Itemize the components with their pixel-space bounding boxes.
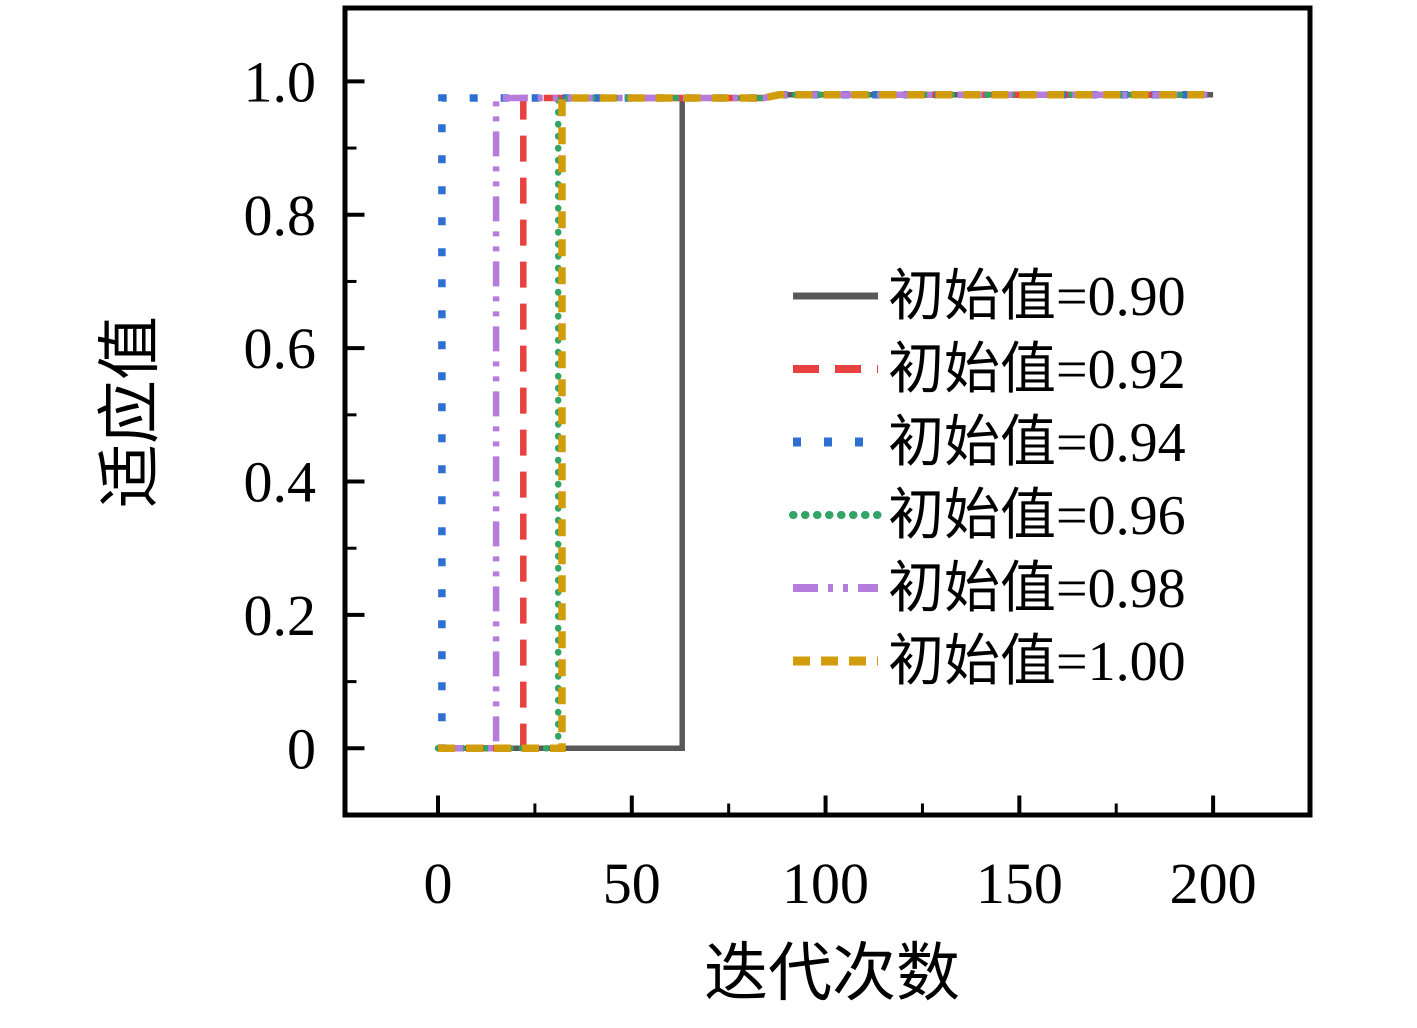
x-tick-label: 100: [782, 851, 869, 916]
x-tick-label: 0: [424, 851, 453, 916]
legend-item: 初始值=0.98: [793, 558, 1186, 620]
x-tick-label: 50: [603, 851, 661, 916]
y-tick-label: 1.0: [244, 49, 317, 114]
x-tick-label: 150: [976, 851, 1063, 916]
y-axis-label: 适应值: [95, 316, 166, 508]
legend-label-2: 初始值=0.94: [888, 412, 1186, 474]
legend-item: 初始值=0.94: [793, 412, 1186, 474]
y-tick-label: 0.8: [244, 183, 317, 248]
legend-label-4: 初始值=0.98: [888, 558, 1186, 620]
legend-item: 初始值=1.00: [793, 631, 1186, 693]
y-tick-label: 0: [287, 716, 316, 781]
legend-label-3: 初始值=0.96: [888, 485, 1186, 547]
y-tick-label: 0.6: [244, 316, 317, 381]
y-tick-label: 0.2: [244, 583, 317, 648]
legend-item: 初始值=0.92: [793, 339, 1186, 401]
legend: 初始值=0.90 初始值=0.92 初始值=0.94 初始值=0.96 初始值=0.98…: [789, 266, 1186, 693]
x-axis-label: 迭代次数: [704, 938, 960, 1009]
legend-label-5: 初始值=1.00: [888, 631, 1186, 693]
y-tick-label: 0.4: [244, 450, 317, 515]
legend-item: 初始值=0.96: [789, 485, 1186, 547]
plot-border: [342, 5, 1313, 818]
series-line-5: [438, 90, 1214, 753]
legend-item: 初始值=0.90: [793, 266, 1186, 328]
x-tick-label: 200: [1170, 851, 1257, 916]
legend-label-0: 初始值=0.90: [888, 266, 1186, 328]
legend-label-1: 初始值=0.92: [888, 339, 1186, 401]
